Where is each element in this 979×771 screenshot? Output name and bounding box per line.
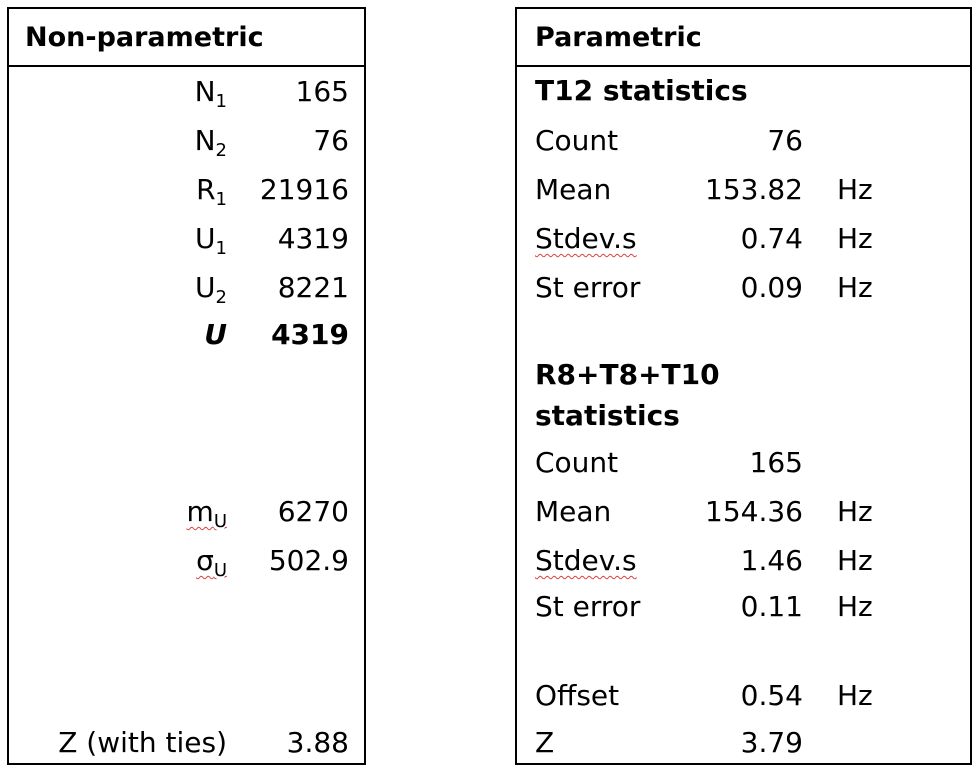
u-value: 4319 (271, 318, 349, 351)
sigma-subscript: U (213, 560, 227, 581)
r1-value: 21916 (259, 173, 349, 206)
r8-sterr-label: St error (535, 590, 641, 623)
u2-subscript: 2 (215, 287, 227, 308)
t12-stdev-label: Stdev.s (535, 223, 637, 255)
r8-sterr-unit: Hz (837, 590, 873, 623)
n1-value: 165 (295, 75, 349, 108)
nonparametric-header: Non-parametric (9, 9, 364, 67)
t12-sterr-value: 0.09 (740, 271, 803, 304)
mu-subscript: U (213, 511, 227, 532)
n1-label: N1 (109, 75, 227, 111)
sigma-symbol: σ (196, 544, 214, 577)
u1-symbol: U (195, 222, 216, 255)
r8-count-value: 165 (749, 446, 803, 479)
z-label: Z (with ties) (58, 726, 227, 759)
t12-mean-label: Mean (535, 173, 612, 206)
parametric-header: Parametric (517, 9, 970, 67)
u2-value: 8221 (277, 271, 349, 304)
r1-subscript: 1 (215, 189, 227, 210)
param-z-label: Z (535, 726, 555, 759)
r8-sterr-value: 0.11 (740, 590, 803, 623)
t12-sterr-unit: Hz (837, 271, 873, 304)
r1-label: R1 (109, 173, 227, 209)
nonparametric-panel: Non-parametric N1 165 N2 76 R1 21916 U1 … (7, 7, 366, 765)
parametric-panel: Parametric T12 statistics Count 76 Mean … (515, 7, 972, 765)
mu-label: mU (109, 495, 227, 531)
t12-heading: T12 statistics (535, 74, 748, 107)
sigma-value: 502.9 (268, 544, 349, 577)
r8-stdev-unit: Hz (837, 544, 873, 577)
u-label: U (204, 318, 227, 351)
t12-count-value: 76 (767, 124, 803, 157)
n2-value: 76 (313, 124, 349, 157)
nonparametric-title: Non-parametric (25, 22, 264, 53)
r8-mean-unit: Hz (837, 495, 873, 528)
n1-symbol: N (194, 75, 216, 108)
r8-heading-line2: statistics (535, 399, 680, 432)
u1-subscript: 1 (215, 238, 227, 259)
n2-label: N2 (109, 124, 227, 160)
n2-subscript: 2 (215, 140, 227, 161)
r1-symbol: R (196, 173, 216, 206)
r8-stdev-value: 1.46 (740, 544, 803, 577)
offset-value: 0.54 (740, 679, 803, 712)
t12-stdev-value: 0.74 (740, 222, 803, 255)
t12-mean-value: 153.82 (705, 173, 803, 206)
u2-symbol: U (195, 271, 216, 304)
z-value: 3.88 (286, 726, 349, 759)
n2-symbol: N (194, 124, 216, 157)
t12-count-label: Count (535, 124, 619, 157)
r8-stdev-text: Stdev.s (535, 544, 637, 577)
t12-mean-unit: Hz (837, 173, 873, 206)
offset-label: Offset (535, 679, 620, 712)
u1-label: U1 (109, 222, 227, 258)
r8-stdev-label: Stdev.s (535, 545, 637, 577)
u1-value: 4319 (277, 222, 349, 255)
parametric-title: Parametric (535, 22, 702, 53)
t12-stdev-unit: Hz (837, 222, 873, 255)
param-z-value: 3.79 (740, 726, 803, 759)
sigma-label: σU (109, 544, 227, 580)
sigma-symbol-group: σU (196, 544, 227, 580)
r8-mean-value: 154.36 (705, 495, 803, 528)
r8-heading-line1: R8+T8+T10 (535, 358, 720, 391)
mu-symbol: m (186, 495, 214, 528)
n1-subscript: 1 (215, 91, 227, 112)
mu-value: 6270 (277, 495, 349, 528)
t12-stdev-text: Stdev.s (535, 222, 637, 255)
r8-mean-label: Mean (535, 495, 612, 528)
mu-symbol-group: mU (186, 495, 227, 531)
r8-count-label: Count (535, 446, 619, 479)
t12-sterr-label: St error (535, 271, 641, 304)
offset-unit: Hz (837, 679, 873, 712)
u2-label: U2 (109, 271, 227, 307)
